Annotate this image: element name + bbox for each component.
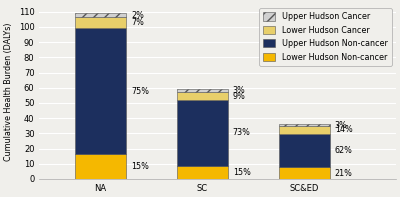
Bar	[75, 17, 126, 29]
Text: 14%: 14%	[335, 125, 352, 134]
Text: 75%: 75%	[131, 87, 149, 96]
Bar	[177, 100, 228, 165]
Text: 15%: 15%	[233, 168, 251, 177]
Text: 21%: 21%	[335, 169, 352, 178]
Bar	[279, 167, 330, 179]
Bar	[75, 154, 126, 179]
Y-axis label: Cumulative Health Burden (DALYs): Cumulative Health Burden (DALYs)	[4, 22, 13, 161]
Text: 7%: 7%	[131, 18, 144, 27]
Bar	[177, 89, 228, 92]
Bar	[75, 13, 126, 17]
Text: 9%: 9%	[233, 92, 246, 100]
Bar	[279, 124, 330, 126]
Bar	[279, 134, 330, 167]
Text: 3%: 3%	[335, 121, 348, 130]
Bar	[177, 165, 228, 179]
Text: 3%: 3%	[233, 86, 246, 95]
Bar	[279, 126, 330, 134]
Bar	[75, 29, 126, 154]
Legend: Upper Hudson Cancer, Lower Hudson Cancer, Upper Hudson Non-cancer, Lower Hudson : Upper Hudson Cancer, Lower Hudson Cancer…	[259, 8, 392, 66]
Text: 2%: 2%	[131, 11, 144, 20]
Text: 62%: 62%	[335, 146, 352, 155]
Bar	[177, 92, 228, 100]
Text: 15%: 15%	[131, 162, 149, 171]
Text: 73%: 73%	[233, 128, 251, 137]
